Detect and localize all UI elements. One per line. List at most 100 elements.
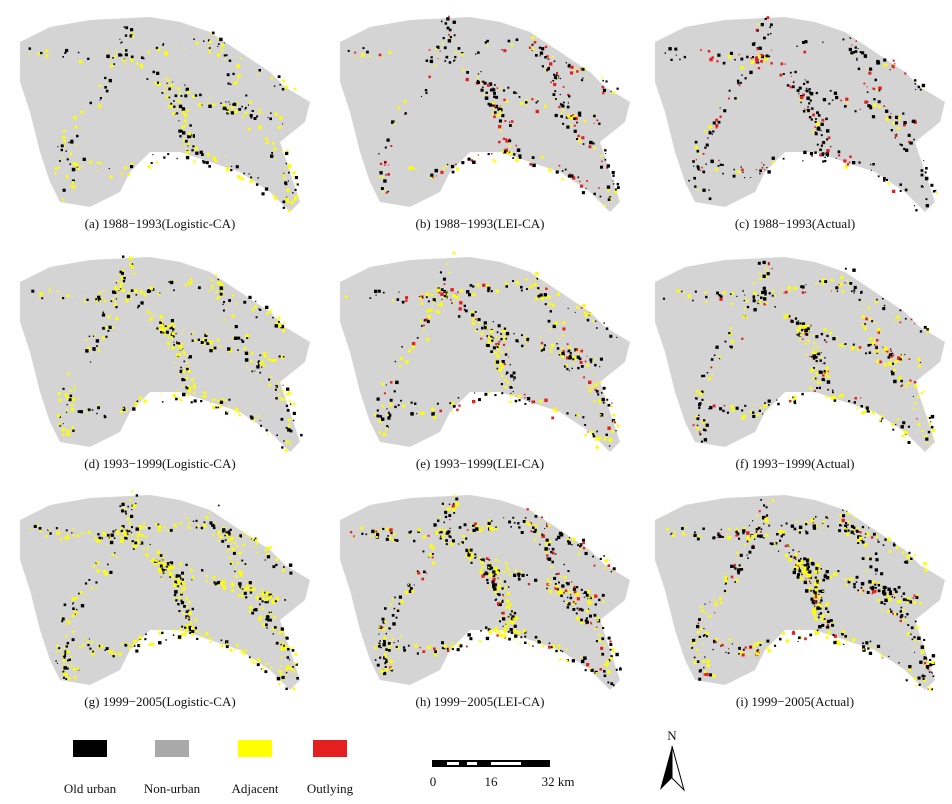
urban-speck	[252, 110, 254, 112]
urban-speck	[747, 306, 749, 308]
urban-speck	[826, 626, 829, 629]
urban-speck	[898, 586, 901, 589]
urban-speck	[591, 595, 593, 597]
urban-speck	[762, 167, 764, 169]
urban-speck	[932, 429, 935, 432]
urban-speck	[466, 290, 469, 293]
urban-speck	[198, 286, 201, 289]
urban-speck	[752, 520, 753, 521]
urban-speck	[99, 537, 102, 540]
urban-speck	[498, 341, 500, 343]
urban-speck	[237, 77, 239, 79]
urban-speck	[385, 648, 388, 651]
urban-speck	[929, 417, 931, 419]
urban-speck	[808, 571, 811, 574]
urban-speck	[481, 82, 482, 83]
urban-speck	[261, 361, 264, 364]
urban-speck	[703, 171, 705, 173]
urban-speck	[164, 86, 166, 88]
urban-speck	[259, 372, 261, 374]
urban-speck	[286, 163, 288, 165]
urban-speck	[226, 171, 227, 172]
urban-speck	[693, 420, 694, 421]
urban-speck	[596, 431, 598, 433]
urban-speck	[426, 572, 427, 573]
urban-speck	[481, 568, 482, 569]
urban-speck	[835, 96, 838, 99]
urban-speck	[849, 162, 851, 164]
urban-speck	[39, 527, 42, 530]
urban-speck	[854, 401, 856, 403]
urban-speck	[116, 282, 117, 283]
urban-speck	[606, 665, 608, 667]
urban-speck	[821, 134, 823, 136]
urban-speck	[63, 140, 66, 143]
urban-speck	[492, 105, 494, 107]
urban-speck	[824, 618, 826, 620]
urban-speck	[440, 171, 443, 174]
urban-speck	[923, 562, 926, 565]
urban-speck	[918, 423, 921, 426]
urban-speck	[386, 538, 389, 541]
urban-speck	[698, 168, 700, 170]
urban-speck	[205, 339, 208, 342]
urban-speck	[580, 185, 583, 188]
urban-speck	[513, 91, 516, 94]
urban-speck	[486, 573, 489, 576]
urban-speck	[62, 670, 63, 671]
urban-speck	[190, 569, 193, 572]
urban-speck	[612, 648, 614, 650]
urban-speck	[471, 524, 472, 525]
urban-speck	[803, 83, 805, 85]
urban-speck	[892, 363, 894, 365]
urban-speck	[173, 576, 175, 578]
urban-speck	[928, 431, 930, 433]
urban-speck	[561, 178, 563, 180]
urban-speck	[603, 555, 605, 557]
urban-speck	[497, 87, 499, 89]
urban-speck	[892, 596, 893, 597]
urban-speck	[265, 663, 267, 665]
urban-speck	[501, 49, 502, 50]
urban-speck	[720, 602, 723, 605]
urban-speck	[533, 283, 536, 286]
urban-speck	[103, 312, 105, 314]
urban-speck	[451, 302, 452, 303]
urban-speck	[450, 536, 452, 538]
urban-speck	[428, 300, 430, 302]
urban-speck	[744, 544, 746, 546]
urban-speck	[696, 159, 697, 160]
urban-speck	[200, 400, 202, 402]
urban-speck	[426, 296, 428, 298]
urban-speck	[761, 529, 763, 531]
urban-speck	[536, 284, 537, 285]
urban-speck	[155, 82, 158, 85]
urban-speck	[507, 592, 510, 595]
urban-speck	[251, 111, 252, 112]
urban-speck	[597, 617, 600, 620]
urban-speck	[394, 608, 396, 610]
urban-speck	[231, 543, 232, 544]
urban-speck	[392, 622, 395, 625]
urban-speck	[386, 663, 387, 664]
urban-speck	[539, 47, 541, 49]
urban-speck	[519, 96, 521, 98]
urban-speck	[795, 317, 797, 319]
urban-speck	[548, 168, 551, 171]
urban-speck	[875, 552, 878, 555]
urban-speck	[738, 647, 741, 650]
urban-speck	[889, 116, 892, 119]
urban-speck	[186, 151, 189, 154]
urban-speck	[552, 304, 555, 307]
urban-speck	[874, 587, 876, 589]
urban-speck	[774, 543, 776, 545]
urban-speck	[921, 392, 923, 394]
urban-speck	[180, 586, 181, 587]
urban-speck	[572, 67, 573, 68]
urban-speck	[927, 662, 929, 664]
urban-speck	[398, 107, 401, 110]
urban-speck	[722, 164, 724, 166]
urban-speck	[672, 534, 675, 537]
urban-speck	[60, 616, 62, 618]
urban-speck	[508, 139, 511, 142]
